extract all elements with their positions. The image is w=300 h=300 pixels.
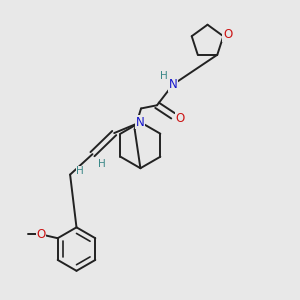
Text: O: O (176, 112, 185, 125)
Text: H: H (98, 159, 106, 169)
Text: N: N (136, 116, 145, 129)
Text: H: H (76, 167, 84, 176)
Text: O: O (223, 28, 232, 41)
Text: N: N (169, 78, 177, 91)
Text: H: H (160, 70, 168, 80)
Text: O: O (36, 228, 46, 241)
